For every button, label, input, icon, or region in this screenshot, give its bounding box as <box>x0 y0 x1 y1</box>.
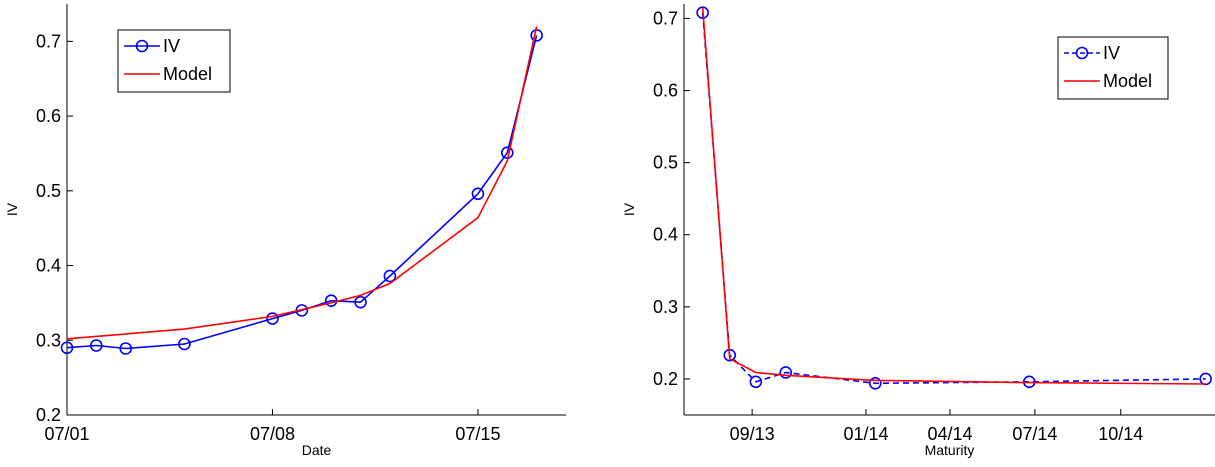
legend-box <box>117 29 231 93</box>
data-point-iv <box>383 269 397 283</box>
data-point-iv <box>354 295 367 309</box>
y-axis-label: IV <box>4 202 20 216</box>
legend-label-model: Model <box>1103 71 1152 91</box>
legend-label-model: Model <box>163 64 212 84</box>
data-point-iv <box>869 376 882 390</box>
y-tick-label: 0.4 <box>36 256 61 276</box>
y-tick-label: 0.3 <box>36 330 61 350</box>
y-tick-label: 0.6 <box>36 106 61 126</box>
legend-label-iv: IV <box>163 36 180 56</box>
legend-marker-iv <box>1075 46 1089 60</box>
x-tick-label: 09/13 <box>730 424 775 444</box>
data-point-iv <box>696 6 709 19</box>
y-tick-label: 0.5 <box>653 153 678 173</box>
series-line-model <box>66 26 538 340</box>
data-point-iv <box>530 29 543 42</box>
x-tick-label: 07/14 <box>1012 424 1057 444</box>
x-tick-label: 10/14 <box>1098 424 1143 444</box>
y-tick-label: 0.3 <box>653 297 678 317</box>
data-point-iv <box>119 342 133 355</box>
series-line-model <box>701 7 1206 385</box>
x-tick-label: 01/14 <box>843 424 888 444</box>
data-point-iv <box>471 187 485 201</box>
x-tick-label: 07/01 <box>44 424 89 444</box>
y-tick-label: 0.6 <box>653 81 678 101</box>
legend: IV Model <box>117 29 231 93</box>
x-axis-label: Date <box>302 442 332 458</box>
data-point-iv <box>779 366 793 379</box>
y-tick-label: 0.4 <box>653 225 678 245</box>
legend-label-iv: IV <box>1103 43 1120 63</box>
legend: IV Model <box>1057 36 1169 100</box>
legend-marker-iv <box>135 39 149 53</box>
x-tick-label: 07/08 <box>250 424 295 444</box>
data-point-iv <box>266 312 279 325</box>
legend-box <box>1057 36 1169 100</box>
data-point-iv <box>324 294 338 307</box>
data-point-iv <box>60 341 74 355</box>
data-point-iv <box>90 339 103 352</box>
y-tick-label: 0.7 <box>653 8 678 28</box>
chart-right: 0.2 0.3 0.4 0.5 0.6 0.7 09/13 01/14 04/14 07/14 10… <box>621 4 1215 458</box>
chart-left: 0.20.30.40.50.60.707/01 07/08 07/15DateIVI… <box>4 4 566 458</box>
data-point-iv <box>749 375 763 389</box>
data-point-iv <box>178 337 191 351</box>
x-tick-label: 04/14 <box>927 424 972 444</box>
y-tick-label: 0.5 <box>36 181 61 201</box>
y-tick-label: 0.2 <box>36 405 61 425</box>
y-tick-label: 0.2 <box>653 369 678 389</box>
x-tick-label: 07/15 <box>455 424 500 444</box>
x-axis-label: Maturity <box>925 442 975 458</box>
y-tick-label: 0.7 <box>36 31 61 51</box>
y-axis-label: IV <box>621 202 637 216</box>
